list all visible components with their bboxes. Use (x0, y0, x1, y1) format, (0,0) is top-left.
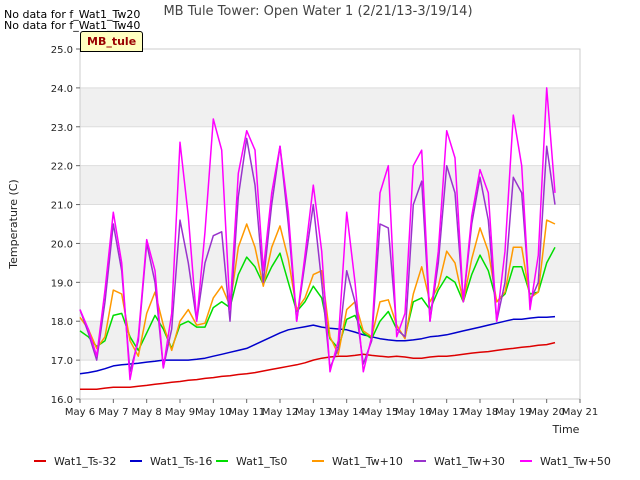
legend-label: Wat1_Ts-32 (54, 455, 116, 468)
x-tick-label: May 18 (462, 407, 499, 418)
y-tick-label: 23.0 (51, 123, 73, 134)
no-data-note-1: No data for f_Wat1_Tw20 (4, 8, 141, 21)
y-tick-label: 16.0 (51, 395, 73, 406)
y-tick-label: 18.0 (51, 317, 73, 328)
grid-band (80, 165, 580, 205)
legend-label: Wat1_Tw+50 (540, 455, 611, 468)
series-line-wat1-ts-16 (79, 315, 556, 375)
y-tick-label: 22.0 (51, 162, 73, 173)
x-tick-label: May 12 (262, 407, 299, 418)
legend: Wat1_Ts-32 Wat1_Ts-16 Wat1_Ts0 Wat1_Tw+10 Wa… (34, 455, 611, 468)
legend-label: Wat1_Tw+10 (332, 455, 403, 468)
y-tick-label: 19.0 (51, 278, 73, 289)
series-line-wat1-tw-10 (79, 219, 556, 357)
x-tick-label: May 15 (362, 407, 399, 418)
site-badge: MB_tule (80, 31, 144, 52)
x-tick-label: May 21 (562, 407, 599, 418)
y-axis: 16.0 17.0 18.0 19.0 20.0 21.0 22.0 23.0 24.0 25.0 (51, 45, 80, 406)
legend-label: Wat1_Ts-16 (150, 455, 212, 468)
legend-label: Wat1_Tw+30 (434, 455, 505, 468)
series-line-wat1-tw-50 (79, 87, 556, 381)
y-tick-label: 25.0 (51, 45, 73, 56)
no-data-note-2: No data for f_Wat1_Tw40 (4, 19, 141, 32)
grid-bands (80, 48, 580, 400)
x-tick-label: May 13 (295, 407, 332, 418)
grid-band (80, 243, 580, 283)
series-lines (79, 87, 556, 391)
y-tick-label: 21.0 (51, 201, 73, 212)
legend-label: Wat1_Ts0 (236, 455, 287, 468)
y-tick-label: 20.0 (51, 239, 73, 250)
grid-band (80, 126, 580, 166)
x-tick-label: May 16 (395, 407, 432, 418)
y-tick-label: 24.0 (51, 84, 73, 95)
x-tick-label: May 10 (195, 407, 232, 418)
grid-band (80, 204, 580, 244)
series-line-wat1-ts-32 (80, 341, 556, 391)
grid-band (80, 321, 580, 361)
x-tick-label: May 6 (65, 407, 95, 418)
x-tick-label: May 8 (132, 407, 162, 418)
x-tick-label: May 19 (495, 407, 532, 418)
x-tick-label: May 20 (528, 407, 565, 418)
x-tick-label: May 11 (228, 407, 265, 418)
y-tick-label: 17.0 (51, 356, 73, 367)
x-tick-label: May 7 (98, 407, 128, 418)
x-tick-label: May 17 (428, 407, 465, 418)
x-tick-label: May 14 (328, 407, 365, 418)
grid-band (80, 87, 580, 127)
x-tick-label: May 9 (165, 407, 195, 418)
chart-title: MB Tule Tower: Open Water 1 (2/21/13-3/1… (163, 4, 472, 19)
x-axis-label: Time (552, 423, 580, 436)
plot-frame (79, 48, 581, 400)
grid-band (80, 49, 580, 88)
y-axis-label: Temperature (C) (7, 179, 20, 269)
